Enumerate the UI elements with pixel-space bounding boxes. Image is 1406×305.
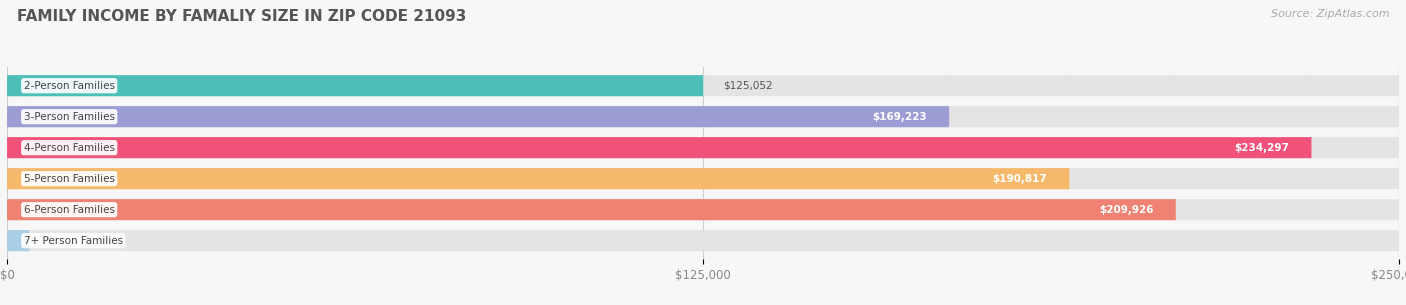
Text: 5-Person Families: 5-Person Families	[24, 174, 115, 184]
Text: 6-Person Families: 6-Person Families	[24, 205, 115, 215]
FancyBboxPatch shape	[7, 9, 1399, 305]
Text: FAMILY INCOME BY FAMALIY SIZE IN ZIP CODE 21093: FAMILY INCOME BY FAMALIY SIZE IN ZIP COD…	[17, 9, 467, 24]
FancyBboxPatch shape	[7, 41, 30, 305]
Text: 2-Person Families: 2-Person Families	[24, 81, 115, 91]
FancyBboxPatch shape	[7, 0, 1399, 305]
Text: $234,297: $234,297	[1234, 143, 1289, 153]
FancyBboxPatch shape	[7, 0, 1399, 305]
FancyBboxPatch shape	[7, 0, 949, 305]
Text: $190,817: $190,817	[993, 174, 1047, 184]
FancyBboxPatch shape	[7, 41, 1399, 305]
FancyBboxPatch shape	[7, 0, 1312, 305]
Text: $0: $0	[41, 236, 53, 246]
FancyBboxPatch shape	[7, 0, 703, 286]
Text: Source: ZipAtlas.com: Source: ZipAtlas.com	[1271, 9, 1389, 19]
Text: $209,926: $209,926	[1099, 205, 1153, 215]
Text: 4-Person Families: 4-Person Families	[24, 143, 115, 153]
FancyBboxPatch shape	[7, 0, 1070, 305]
FancyBboxPatch shape	[7, 0, 1399, 286]
Text: 7+ Person Families: 7+ Person Families	[24, 236, 122, 246]
Text: $169,223: $169,223	[872, 112, 927, 122]
FancyBboxPatch shape	[7, 9, 1175, 305]
Text: 3-Person Families: 3-Person Families	[24, 112, 115, 122]
Text: $125,052: $125,052	[723, 81, 772, 91]
FancyBboxPatch shape	[7, 0, 1399, 305]
